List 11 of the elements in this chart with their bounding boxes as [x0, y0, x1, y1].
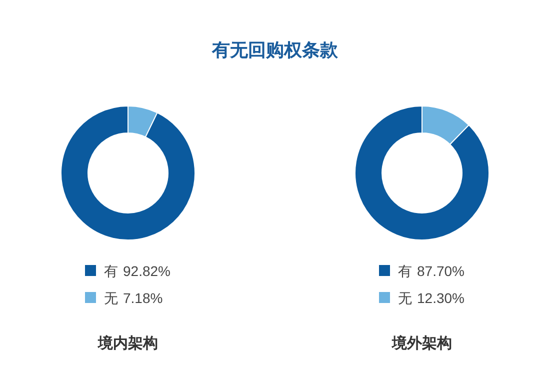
text: 境内架构	[97, 334, 158, 352]
legend-label: 有	[398, 263, 412, 279]
legend-label: 无	[398, 290, 412, 306]
data-label: 87.70%	[417, 263, 464, 279]
legend-label: 有	[104, 263, 118, 279]
legend-label: 无	[104, 290, 118, 306]
data-label: 12.30%	[417, 290, 464, 306]
data-label: 7.18%	[123, 290, 163, 306]
text: 有无回购权条款	[211, 40, 339, 60]
data-label: 92.82%	[123, 263, 170, 279]
text: 境外架构	[391, 334, 452, 352]
